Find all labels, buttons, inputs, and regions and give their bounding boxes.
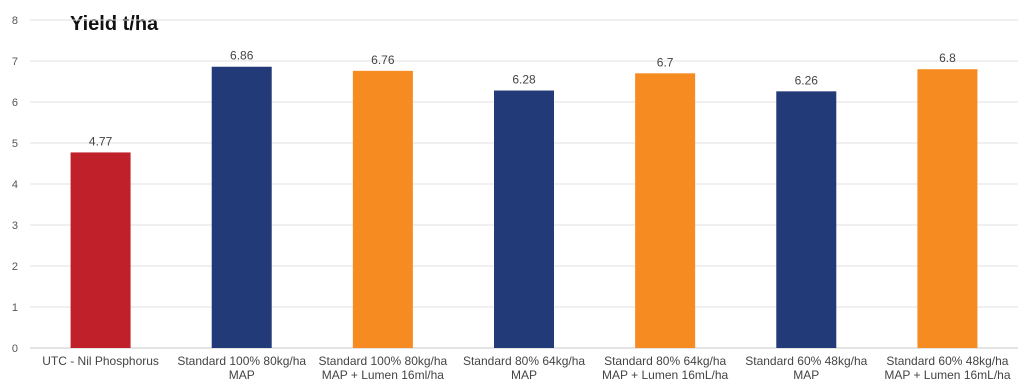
bar bbox=[776, 91, 837, 348]
category-label-line: Standard 100% 80kg/ha bbox=[177, 354, 306, 368]
category-label: Standard 60% 48kg/ha MAP bbox=[745, 354, 867, 382]
bar bbox=[211, 66, 272, 349]
y-tick-label: 3 bbox=[12, 220, 18, 232]
bar bbox=[70, 152, 131, 348]
category-label: Standard 80% 64kg/ha MAP bbox=[463, 354, 585, 382]
category-label-line: Standard 100% 80kg/ha bbox=[318, 354, 447, 368]
category-label-line: MAP + Lumen 16ml/ha bbox=[322, 368, 445, 382]
category-label: Standard 100% 80kg/ha MAP bbox=[177, 354, 306, 382]
category-label-line: MAP + Lumen 16mL/ha bbox=[884, 368, 1011, 382]
y-tick-label: 1 bbox=[12, 302, 18, 314]
data-label: 6.7 bbox=[657, 55, 674, 69]
category-label-line: Standard 60% 48kg/ha bbox=[886, 354, 1008, 368]
data-label: 6.28 bbox=[512, 73, 536, 87]
y-tick-label: 0 bbox=[12, 343, 18, 355]
y-tick-label: 6 bbox=[12, 97, 18, 109]
category-label-line: Standard 80% 64kg/ha bbox=[604, 354, 726, 368]
data-label: 6.8 bbox=[939, 51, 956, 65]
data-label: 6.76 bbox=[371, 53, 395, 67]
data-labels: 4.77 6.86 6.76 6.28 6.7 6.26 6.8 bbox=[89, 49, 956, 149]
category-label: Standard 60% 48kg/ha MAP + Lumen 16mL/ha bbox=[884, 354, 1011, 382]
y-axis-ticks: 0 1 2 3 4 5 6 7 8 bbox=[12, 15, 18, 355]
category-label-line: Standard 60% 48kg/ha bbox=[745, 354, 867, 368]
chart-title: Yield t/ha bbox=[70, 13, 159, 35]
bar bbox=[494, 90, 554, 349]
category-label-line: MAP bbox=[511, 368, 537, 382]
category-label-line: MAP bbox=[229, 368, 255, 382]
category-label: Standard 80% 64kg/ha MAP + Lumen 16mL/ha bbox=[602, 354, 729, 382]
y-tick-label: 4 bbox=[12, 179, 18, 191]
data-label: 6.26 bbox=[795, 73, 819, 87]
category-label-line: Standard 80% 64kg/ha bbox=[463, 354, 585, 368]
bar bbox=[352, 70, 413, 348]
category-label: UTC - Nil Phosphorus bbox=[42, 354, 159, 368]
y-tick-label: 2 bbox=[12, 261, 18, 273]
bar bbox=[917, 69, 978, 348]
y-tick-label: 8 bbox=[12, 15, 18, 27]
data-label: 4.77 bbox=[89, 134, 113, 148]
category-label-line: MAP bbox=[793, 368, 819, 382]
y-tick-label: 5 bbox=[12, 138, 18, 150]
bars bbox=[70, 66, 978, 349]
y-tick-label: 7 bbox=[12, 56, 18, 68]
category-label-line: UTC - Nil Phosphorus bbox=[42, 354, 159, 368]
data-label: 6.86 bbox=[230, 49, 254, 63]
category-label: Standard 100% 80kg/ha MAP + Lumen 16ml/ha bbox=[318, 354, 447, 382]
category-label-line: MAP + Lumen 16mL/ha bbox=[602, 368, 729, 382]
bar bbox=[635, 73, 696, 349]
category-labels: UTC - Nil Phosphorus Standard 100% 80kg/h… bbox=[42, 354, 1011, 382]
